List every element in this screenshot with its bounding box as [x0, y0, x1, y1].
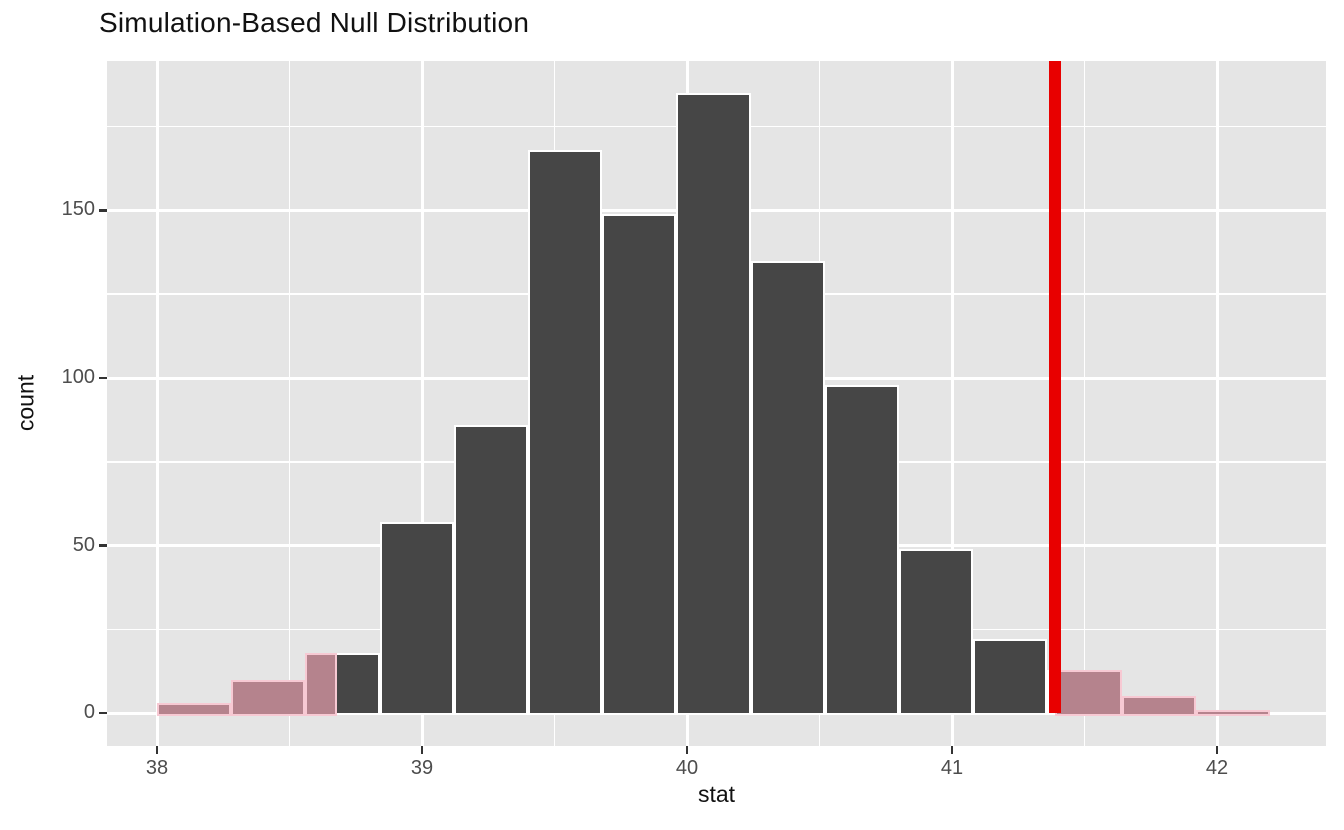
y-axis-tick-label: 50 [72, 533, 95, 556]
y-axis-tick-mark [99, 544, 107, 547]
gridline-x-minor [1083, 61, 1086, 746]
p-value-shade-bar [1195, 709, 1270, 716]
gridline-x-minor [288, 61, 291, 746]
gridline-x-major [1215, 61, 1219, 746]
x-axis-tick-label: 38 [145, 757, 169, 779]
chart-title: Simulation-Based Null Distribution [99, 7, 530, 38]
x-axis-tick-mark [420, 746, 424, 754]
histogram-bar [602, 213, 677, 714]
histogram-bar [899, 548, 974, 714]
p-value-shade-bar [1121, 696, 1196, 716]
y-axis-tick-mark [99, 711, 107, 715]
gridline-x-major [420, 61, 424, 746]
x-axis-tick-mark [155, 746, 159, 754]
x-axis-tick-mark [950, 746, 954, 754]
y-axis-tick-label: 100 [61, 366, 95, 389]
gridline-x-major [950, 61, 954, 746]
plot-panel [107, 61, 1326, 746]
x-axis-tick-mark [685, 746, 689, 754]
p-value-shade-bar [305, 652, 338, 716]
y-axis-tick-label: 150 [61, 198, 95, 221]
observed-stat-line [1049, 61, 1062, 714]
histogram-bar [453, 424, 528, 714]
gridline-y-major [107, 711, 1326, 715]
histogram-bar [973, 639, 1048, 714]
x-axis-tick-mark [1215, 746, 1219, 754]
p-value-shade-bar [157, 703, 232, 716]
y-axis-tick-mark [99, 376, 107, 380]
histogram-bar [824, 384, 899, 714]
gridline-x-major [155, 61, 159, 746]
x-axis-tick-label: 40 [675, 757, 699, 779]
histogram-bar [379, 522, 454, 714]
histogram-bar [528, 150, 603, 714]
p-value-shade-bar [231, 679, 306, 716]
histogram-bar [676, 93, 751, 714]
x-axis-tick-label: 42 [1205, 757, 1229, 779]
x-axis-title: stat [697, 781, 736, 807]
y-axis-tick-label: 0 [83, 701, 95, 724]
x-axis-tick-label: 41 [940, 757, 964, 779]
p-value-shade-bar [1055, 669, 1122, 716]
x-axis-tick-label: 39 [410, 757, 434, 779]
histogram-bar [750, 260, 825, 714]
y-axis-tick-mark [99, 209, 107, 212]
